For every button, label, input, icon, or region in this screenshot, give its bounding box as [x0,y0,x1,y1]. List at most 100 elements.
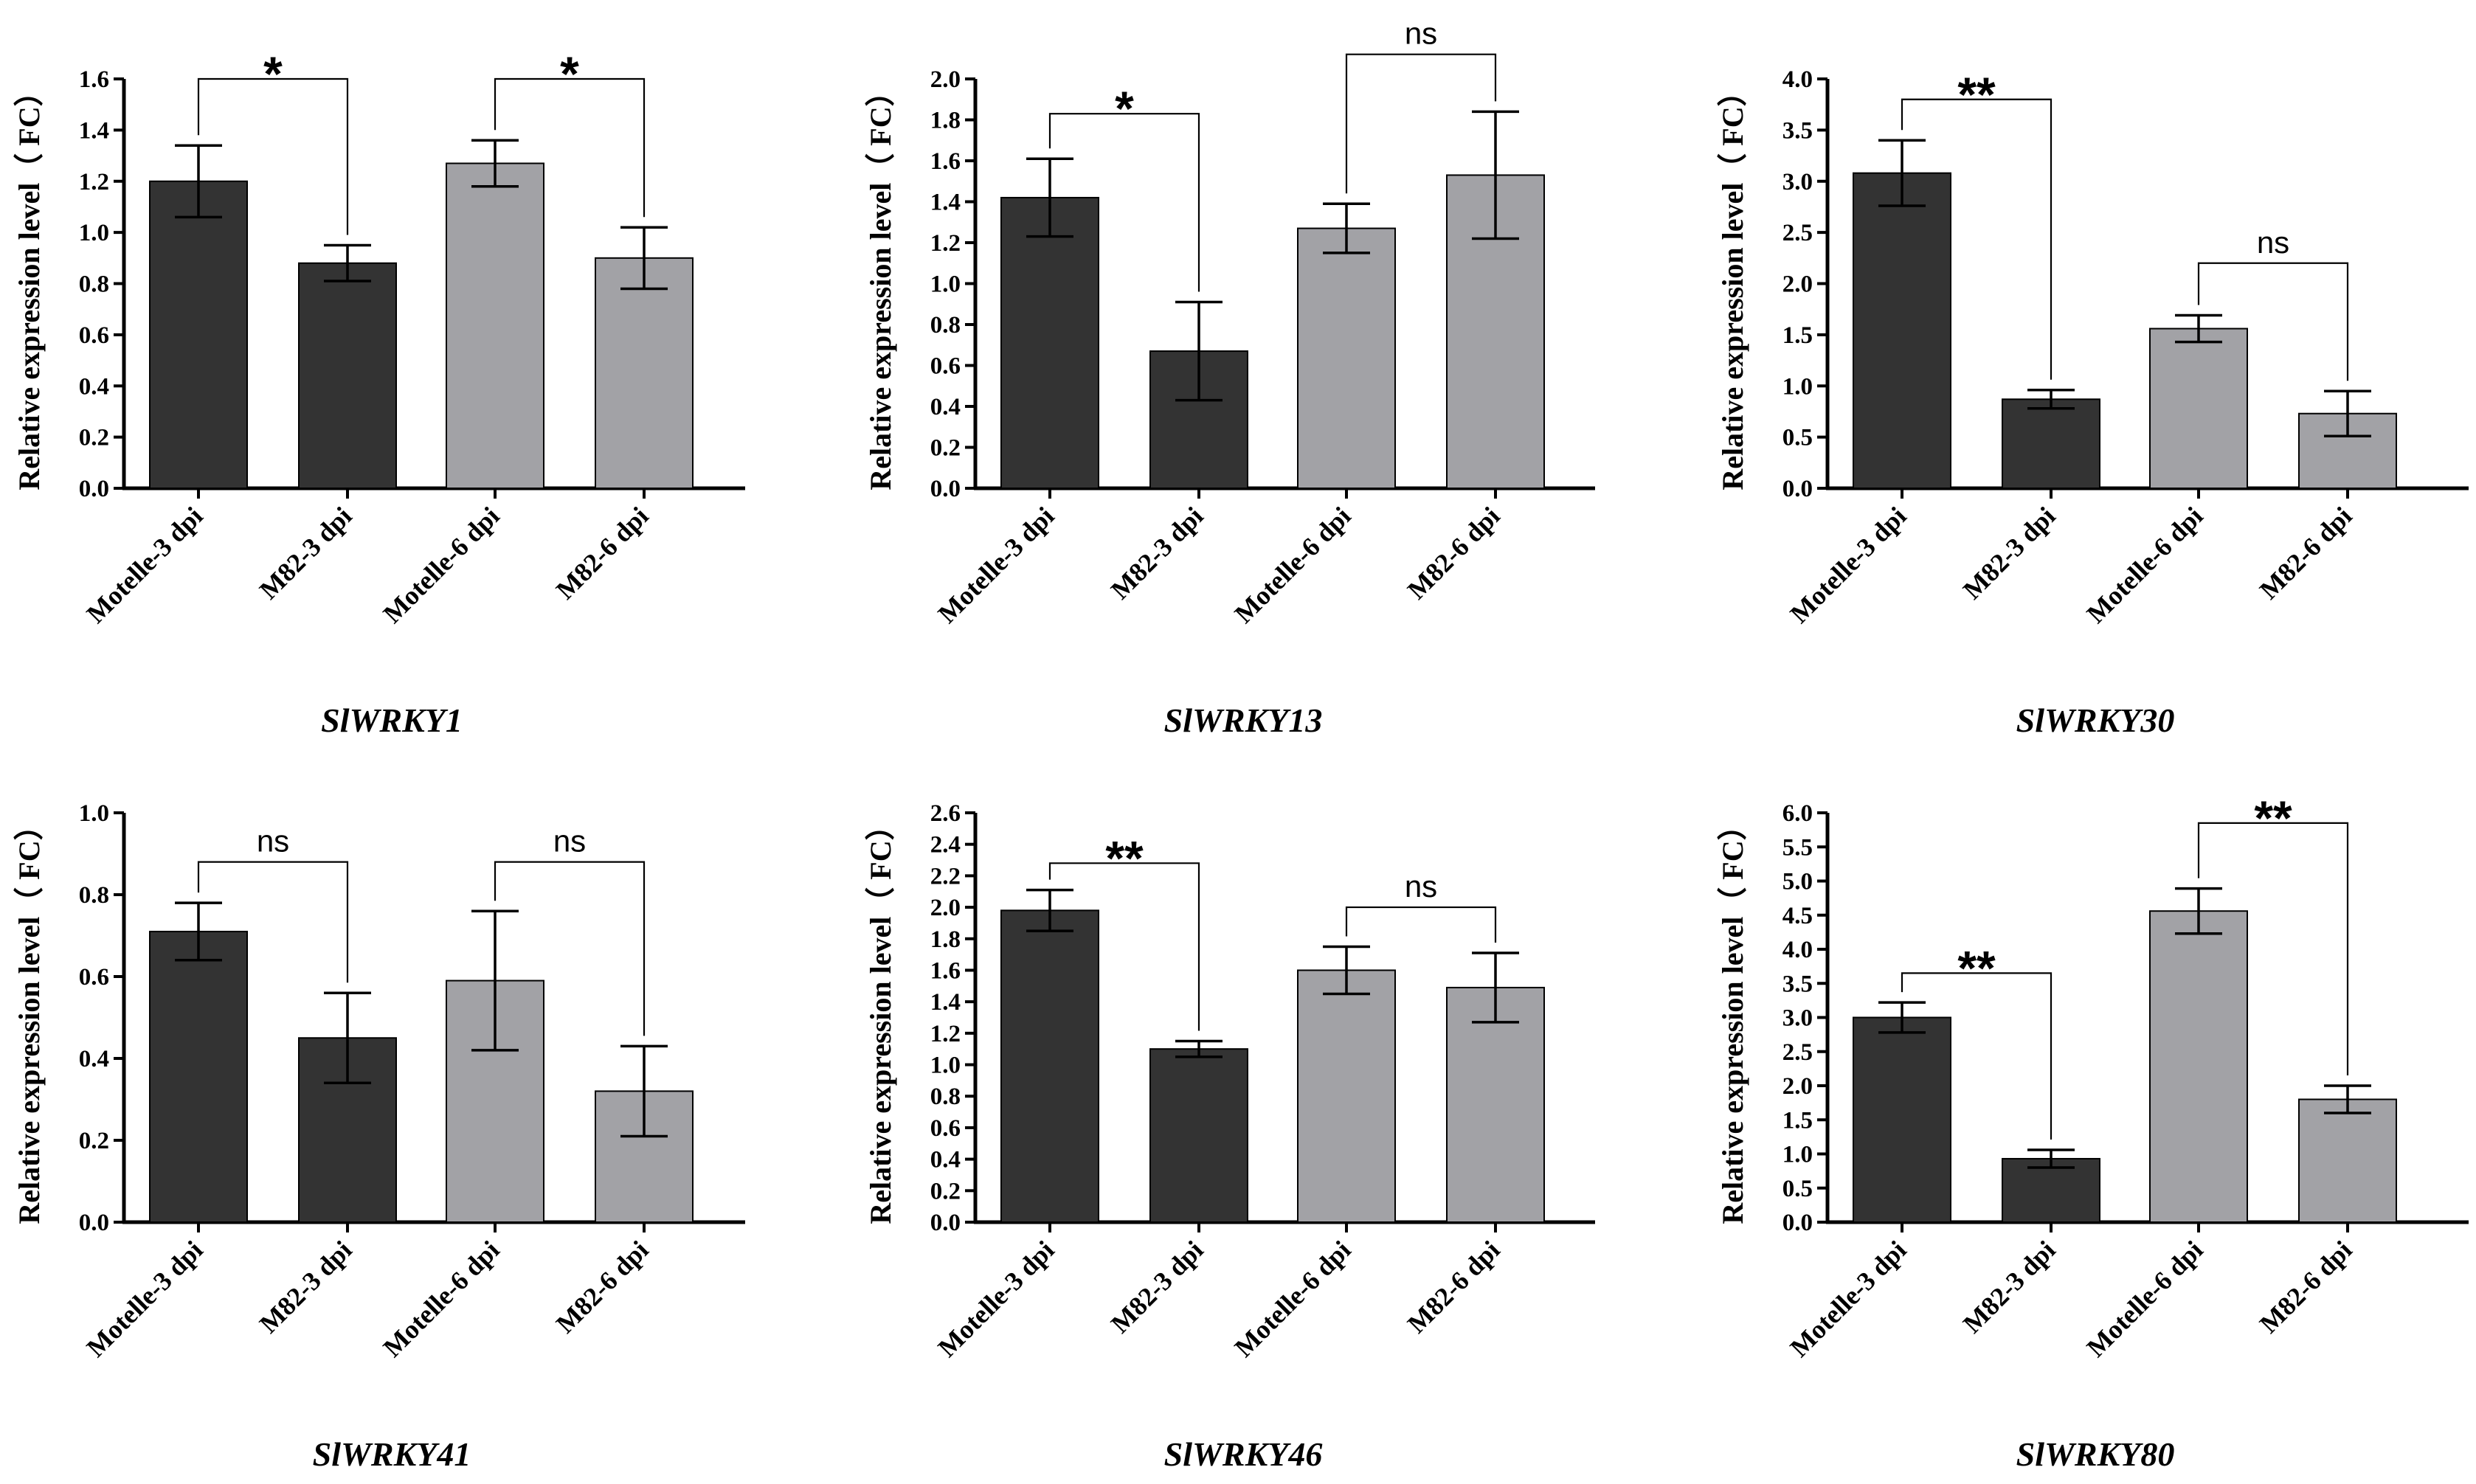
y-tick-label: 4.0 [1782,66,1813,93]
y-tick-label: 1.8 [930,108,961,134]
significance-label: ** [1105,831,1144,885]
y-tick-label: 2.6 [930,800,961,827]
category-label: Motelle-3 dpi [932,1235,1059,1362]
y-tick-label: 1.0 [930,1053,961,1079]
y-tick-label: 1.4 [79,117,109,144]
bar [2298,1098,2397,1223]
y-tick-label: 0.0 [930,476,961,502]
y-tick-label: 0.4 [79,373,109,400]
y-tick-label: 0.6 [930,1115,961,1142]
chart-panel-4: 0.0 0.2 0.4 0.6 0.8 1.0 Relative expression le… [13,800,745,1473]
y-axis-title: Relative expression level（ FC） [13,77,46,490]
bar [2149,327,2248,489]
y-tick-label: 0.0 [79,1210,109,1236]
y-tick-label: 0.5 [1782,425,1813,451]
y-tick-label: 2.5 [1782,1039,1813,1066]
y-tick-label: 0.4 [79,1046,109,1072]
y-tick-label: 1.6 [79,66,109,93]
category-label: Motelle-3 dpi [80,1235,208,1362]
significance-label: ** [2254,791,2292,845]
category-label: Motelle-6 dpi [1228,501,1356,628]
y-axis-title: Relative expression level（ FC） [1716,77,1749,490]
chart-panel-6: 0.0 0.5 1.0 1.5 2.0 2.5 3.0 3.5 4.0 4.5 5.0 5.5 6.0 R… [1716,791,2469,1473]
bar [1000,196,1099,489]
y-tick-label: 1.8 [930,926,961,953]
y-axis-title: Relative expression level（ FC） [864,811,897,1224]
category-label: Motelle-3 dpi [1784,1235,1912,1362]
y-tick-label: 1.5 [1782,1107,1813,1134]
significance-bracket [1345,53,1497,194]
significance-bracket [494,861,646,1036]
category-label: Motelle-6 dpi [2081,501,2208,628]
bar [149,180,248,489]
category-label: M82-3 dpi [1105,1235,1209,1339]
significance-label: ns [1405,16,1437,51]
chart-panel-1: 0.0 0.2 0.4 0.6 0.8 1.0 1.2 1.4 1.6 Relative expr… [13,46,745,739]
bar [298,262,397,489]
panel-title: SlWRKY80 [2016,1435,2175,1473]
y-axis-title: Relative expression level（ FC） [864,77,897,490]
y-tick-label: 0.2 [79,425,109,451]
y-tick-label: 3.5 [1782,117,1813,144]
category-label: Motelle-3 dpi [932,501,1059,628]
y-tick-label: 1.6 [930,957,961,984]
significance-bracket [1048,862,1200,1031]
y-tick-label: 2.0 [930,66,961,93]
significance-label: * [263,46,283,101]
bar [2002,1157,2100,1223]
significance-bracket [1048,113,1200,292]
y-tick-label: 1.6 [930,148,961,175]
significance-bracket [1901,972,2053,1140]
significance-label: ** [1957,940,1996,995]
significance-bracket [1901,98,2053,380]
y-tick-label: 0.5 [1782,1176,1813,1202]
y-tick-label: 1.5 [1782,322,1813,349]
y-tick-label: 6.0 [1782,800,1813,827]
category-label: M82-6 dpi [2254,501,2358,605]
panel-title: SlWRKY13 [1164,701,1323,739]
panel-title: SlWRKY46 [1164,1435,1323,1473]
y-tick-label: 0.6 [79,964,109,991]
y-tick-label: 0.8 [79,271,109,298]
significance-label: * [1115,81,1134,136]
y-tick-label: 0.6 [930,353,961,380]
panel-title: SlWRKY30 [2016,701,2175,739]
chart-panel-3: 0.0 0.5 1.0 1.5 2.0 2.5 3.0 3.5 4.0 Relative expr… [1716,66,2469,739]
category-label: M82-6 dpi [550,501,654,605]
category-label: M82-3 dpi [1957,1235,2061,1339]
y-tick-label: 3.0 [1782,169,1813,195]
y-tick-label: 4.5 [1782,903,1813,929]
y-tick-label: 1.0 [1782,373,1813,400]
y-tick-label: 2.0 [930,895,961,921]
category-label: M82-6 dpi [1402,1235,1506,1339]
significance-bracket [2197,262,2349,381]
significance-label: ** [1957,67,1996,122]
category-label: Motelle-6 dpi [377,501,505,628]
significance-label: ns [2257,225,2289,260]
y-tick-label: 3.5 [1782,971,1813,997]
y-tick-label: 0.0 [930,1210,961,1236]
category-label: Motelle-3 dpi [1784,501,1912,628]
y-tick-label: 2.2 [930,863,961,890]
significance-bracket [1345,906,1497,943]
y-tick-label: 0.4 [930,1147,961,1173]
y-tick-label: 0.2 [79,1128,109,1154]
y-axis-title: Relative expression level（ FC） [13,811,46,1224]
y-tick-label: 0.0 [1782,1210,1813,1236]
bar [1000,909,1099,1224]
category-label: Motelle-3 dpi [80,501,208,628]
y-tick-label: 1.4 [930,190,961,216]
chart-panel-5: 0.0 0.2 0.4 0.6 0.8 1.0 1.2 1.4 1.6 1.8 2.0 2.2 2.4 2… [864,800,1595,1473]
category-label: M82-3 dpi [254,1235,358,1339]
category-label: M82-3 dpi [1105,501,1209,605]
y-axis-title: Relative expression level（ FC） [1716,811,1749,1224]
y-tick-label: 2.4 [930,832,961,859]
y-tick-label: 0.2 [930,435,961,462]
bar [1853,1016,1951,1223]
y-tick-label: 0.0 [1782,476,1813,502]
significance-bracket [2197,822,2349,1075]
y-tick-label: 1.0 [79,220,109,246]
y-tick-label: 1.0 [930,271,961,298]
y-tick-label: 0.2 [930,1178,961,1204]
